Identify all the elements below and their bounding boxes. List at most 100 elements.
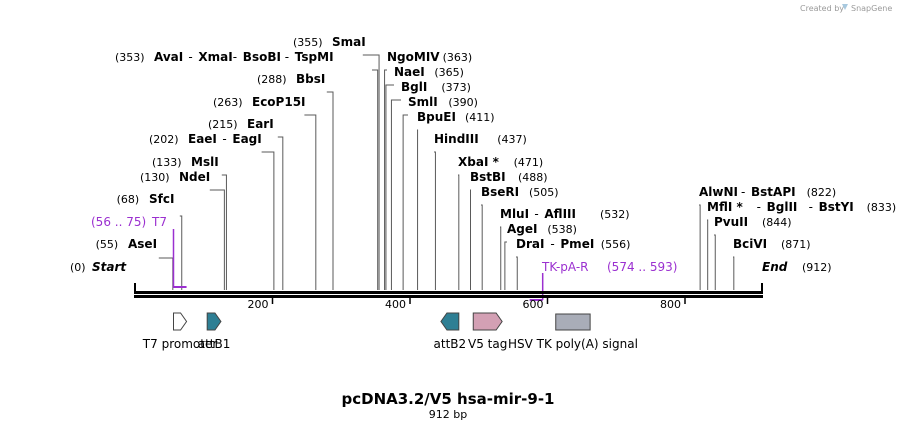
site-position-ecop: (263) bbox=[213, 96, 243, 109]
site-connector-nde bbox=[209, 189, 225, 290]
feature-label-t7-promoter: T7 promoter bbox=[142, 337, 218, 351]
site-sml: SmlI (390) bbox=[402, 95, 478, 290]
site-bgl1: BglI (373) bbox=[390, 80, 471, 290]
site-name-xba: XbaI * bbox=[458, 155, 500, 169]
site-position-hind: (437) bbox=[497, 133, 527, 146]
site-bpue: BpuEI (411) bbox=[417, 110, 495, 290]
site-ear: (215) EarI bbox=[208, 117, 284, 290]
site-connector-age bbox=[504, 241, 507, 290]
site-connector-sfc bbox=[179, 215, 183, 290]
site-name-mfl: BstYI bbox=[819, 200, 854, 214]
backbone-strand-top bbox=[134, 291, 763, 294]
site-sfc: (68) SfcI bbox=[117, 192, 183, 290]
end-position: (912) bbox=[802, 261, 832, 274]
site-name-ear: EarI bbox=[247, 117, 274, 131]
site-name-eae: EaeI bbox=[188, 132, 217, 146]
site-separator: - bbox=[534, 207, 538, 221]
site-connector-dra bbox=[516, 256, 518, 290]
site-connector-nae bbox=[385, 84, 394, 290]
snapgene-logo-icon bbox=[842, 4, 848, 10]
site-position-bstbi: (488) bbox=[518, 171, 548, 184]
site-name-bstbi: BstBI bbox=[470, 170, 506, 184]
feature-shape-hsv-tk bbox=[555, 313, 591, 331]
feature-label-v5-tag: V5 tag bbox=[468, 337, 507, 351]
feature-label-hsv-tk: HSV TK poly(A) signal bbox=[508, 337, 638, 351]
site-name-ava: AvaI bbox=[154, 50, 183, 64]
site-connector-ngo bbox=[384, 69, 387, 290]
site-name-hind: HindIII bbox=[434, 132, 479, 146]
site-msl: (133) MslI bbox=[152, 155, 227, 290]
site-alwn: AlwNI - BstAPI (822) bbox=[699, 185, 836, 290]
site-name-bbs: BbsI bbox=[296, 72, 325, 86]
site-position-mfl: (833) bbox=[867, 201, 897, 214]
site-name-mfl: MflI * bbox=[707, 200, 743, 214]
site-connector-sml bbox=[402, 114, 408, 290]
site-separator: - bbox=[285, 50, 289, 64]
site-hind: HindIII (437) bbox=[434, 132, 527, 290]
site-bseri: BseRI (505) bbox=[481, 185, 559, 290]
site-name-bpue: BpuEI bbox=[417, 110, 456, 124]
site-bbs: (288) BbsI bbox=[257, 72, 334, 290]
site-mfl: MflI * - BglII - BstYI (833) bbox=[707, 200, 896, 290]
feature-v5-tag: V5 tag bbox=[468, 312, 507, 351]
site-ase: (55) AseI bbox=[96, 237, 174, 290]
site-position-eae: (202) bbox=[149, 133, 179, 146]
site-position-bci: (871) bbox=[781, 238, 811, 251]
scale-ticks: 200 400 600 800 bbox=[248, 298, 686, 311]
site-separator: - bbox=[550, 237, 554, 251]
site-position-ngo: (363) bbox=[443, 51, 473, 64]
site-xba: XbaI * (471) bbox=[458, 155, 543, 290]
primer-tkpa: TK-pA-R (574 .. 593) bbox=[529, 260, 677, 301]
site-nde: (130) NdeI bbox=[140, 170, 225, 290]
site-nae: NaeI (365) bbox=[385, 65, 464, 290]
feature-shape-v5-tag bbox=[472, 312, 503, 331]
restriction-sites: (55) AseI (68) SfcI (130) NdeI(133) MslI (202) E… bbox=[96, 35, 896, 290]
site-bstbi: BstBI (488) bbox=[470, 170, 548, 290]
primers: (56 .. 75) T7 TK-pA-R (574 .. 593) bbox=[91, 215, 677, 301]
site-connector-bci bbox=[733, 256, 735, 290]
feature-shape-t7-promoter bbox=[173, 312, 188, 331]
end-label: End bbox=[762, 260, 788, 274]
site-separator: - bbox=[757, 200, 761, 214]
feature-label-attb1: attB1 bbox=[198, 337, 231, 351]
scale-tick-label: 200 bbox=[248, 298, 269, 311]
site-position-bbs: (288) bbox=[257, 73, 287, 86]
map-title-block: pcDNA3.2/V5 hsa-mir-9-1 912 bp bbox=[341, 390, 554, 421]
site-eae: (202) EaeI - EagI bbox=[149, 132, 275, 290]
start-position: (0) bbox=[70, 261, 86, 274]
site-connector-ase bbox=[158, 257, 174, 290]
feature-hsv-tk: HSV TK poly(A) signal bbox=[508, 313, 638, 351]
site-position-bseri: (505) bbox=[529, 186, 559, 199]
site-name-ecop: EcoP15I bbox=[252, 95, 306, 109]
site-name-pvu: PvuII bbox=[714, 215, 748, 229]
primer-t7: (56 .. 75) T7 bbox=[91, 215, 187, 288]
site-position-mlu: (532) bbox=[600, 208, 630, 221]
site-name-nae: NaeI bbox=[394, 65, 425, 79]
site-position-xba: (471) bbox=[514, 156, 544, 169]
site-connector-ava bbox=[372, 69, 379, 290]
site-position-age: (538) bbox=[547, 223, 577, 236]
end-edge-tick bbox=[761, 283, 763, 291]
site-connector-alwn bbox=[699, 204, 701, 290]
site-connector-eae bbox=[261, 151, 275, 290]
site-name-bseri: BseRI bbox=[481, 185, 519, 199]
site-mlu: MluI - AflIII (532) bbox=[500, 207, 630, 290]
site-position-msl: (133) bbox=[152, 156, 182, 169]
site-connector-sma bbox=[362, 54, 380, 290]
site-connector-mfl bbox=[707, 219, 709, 290]
primer-range: (56 .. 75) bbox=[91, 215, 146, 229]
site-ava: (353) AvaI - XmaI - BsoBI - TspMI bbox=[115, 50, 379, 290]
primer-range: (574 .. 593) bbox=[607, 260, 677, 274]
credit: Created by SnapGene bbox=[800, 4, 892, 13]
site-name-ava: XmaI bbox=[198, 50, 232, 64]
site-position-pvu: (844) bbox=[762, 216, 792, 229]
site-name-alwn: AlwNI bbox=[699, 185, 738, 199]
site-pvu: PvuII (844) bbox=[714, 215, 792, 290]
site-name-mfl: BglII bbox=[767, 200, 798, 214]
backbone-strand-bottom bbox=[134, 295, 763, 298]
site-name-dra: DraI bbox=[516, 237, 544, 251]
site-position-sml: (390) bbox=[448, 96, 478, 109]
scale-tick-label: 400 bbox=[385, 298, 406, 311]
primer-name: T7 bbox=[151, 215, 167, 229]
site-connector-bpue bbox=[417, 129, 419, 290]
